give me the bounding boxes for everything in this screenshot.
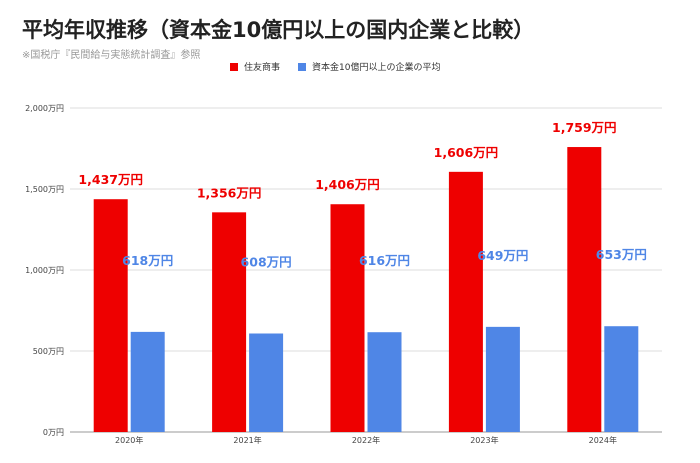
y-tick-label: 500万円 xyxy=(33,347,64,356)
chart-title: 平均年収推移（資本金10億円以上の国内企業と比較） xyxy=(22,18,535,42)
legend-item-series1: 住友商事 xyxy=(230,60,280,73)
data-label-series1: 1,606万円 xyxy=(434,145,499,160)
legend: 住友商事 資本金10億円以上の企業の平均 xyxy=(230,60,458,73)
data-label-series1: 1,406万円 xyxy=(315,177,380,192)
x-tick-label: 2020年 xyxy=(115,435,143,445)
x-tick-label: 2023年 xyxy=(470,435,498,445)
bar-series1 xyxy=(93,199,128,432)
y-tick-label: 2,000万円 xyxy=(25,104,64,113)
bar-series2 xyxy=(367,332,402,432)
y-tick-label: 1,500万円 xyxy=(25,185,64,194)
data-label-series2: 616万円 xyxy=(359,253,410,268)
x-tick-label: 2022年 xyxy=(352,435,380,445)
x-tick-label: 2021年 xyxy=(233,435,261,445)
legend-label-series1: 住友商事 xyxy=(244,63,281,73)
bar-series2 xyxy=(130,331,165,432)
bar-series2 xyxy=(249,333,284,432)
chart-source-note: ※国税庁『民間給与実態統計調査』参照 xyxy=(22,50,201,61)
legend-item-series2: 資本金10億円以上の企業の平均 xyxy=(298,60,440,73)
data-label-series2: 653万円 xyxy=(596,247,647,262)
legend-swatch-series1 xyxy=(230,62,238,71)
bar-series1 xyxy=(567,147,602,433)
bar-series1 xyxy=(330,204,365,432)
data-label-series1: 1,437万円 xyxy=(78,172,143,187)
data-label-series2: 608万円 xyxy=(241,255,292,270)
data-label-series1: 1,356万円 xyxy=(197,185,262,200)
legend-label-series2: 資本金10億円以上の企業の平均 xyxy=(312,63,441,73)
bar-series1 xyxy=(212,212,247,432)
x-tick-label: 2024年 xyxy=(589,435,617,445)
y-tick-label: 0万円 xyxy=(43,428,64,437)
data-label-series2: 649万円 xyxy=(477,248,528,263)
bar-series1 xyxy=(448,171,483,432)
data-label-series1: 1,759万円 xyxy=(552,120,617,135)
data-label-series2: 618万円 xyxy=(122,253,173,268)
legend-swatch-series2 xyxy=(298,62,307,71)
bar-series2 xyxy=(485,326,520,432)
y-tick-label: 1,000万円 xyxy=(25,266,64,275)
bar-series2 xyxy=(604,326,639,432)
